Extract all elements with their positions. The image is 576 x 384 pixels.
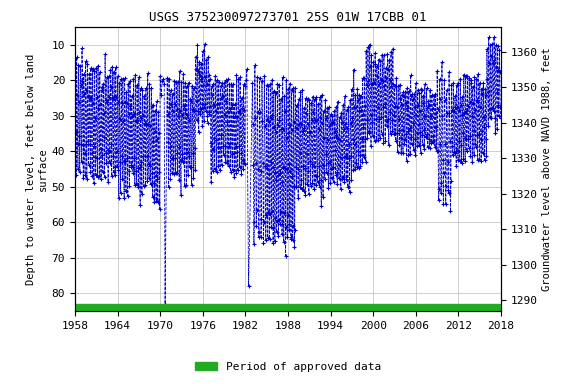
Bar <box>75 304 501 311</box>
Y-axis label: Depth to water level, feet below land
surface: Depth to water level, feet below land su… <box>26 53 47 285</box>
Y-axis label: Groundwater level above NAVD 1988, feet: Groundwater level above NAVD 1988, feet <box>542 47 552 291</box>
Title: USGS 375230097273701 25S 01W 17CBB 01: USGS 375230097273701 25S 01W 17CBB 01 <box>149 11 427 24</box>
Legend: Period of approved data: Period of approved data <box>191 358 385 377</box>
